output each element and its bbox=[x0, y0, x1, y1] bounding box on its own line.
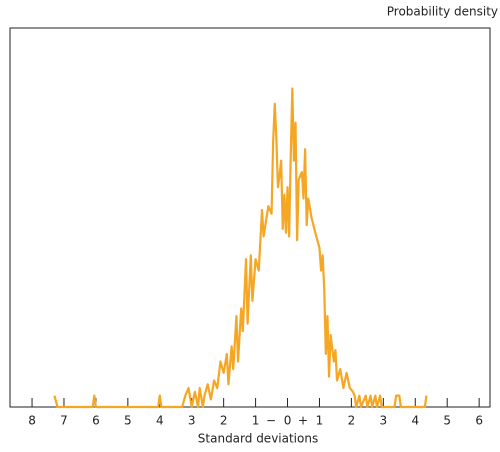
plot-frame bbox=[9, 27, 491, 408]
x-tick-label: 8 bbox=[28, 414, 36, 428]
x-tick-label: 6 bbox=[92, 414, 100, 428]
x-tick-label: 0 bbox=[284, 414, 292, 428]
y-axis-label: Probability density bbox=[387, 5, 498, 19]
x-tick-label: 2 bbox=[220, 414, 228, 428]
x-tick-label: 3 bbox=[188, 414, 196, 428]
x-tick-label: 1 bbox=[252, 414, 260, 428]
x-tick-label: 1 bbox=[316, 414, 324, 428]
x-tick-label: 5 bbox=[443, 414, 451, 428]
minus-sign: − bbox=[266, 414, 276, 428]
x-tick-label: 5 bbox=[124, 414, 132, 428]
x-tick-label: 3 bbox=[380, 414, 388, 428]
x-tick-label: 2 bbox=[348, 414, 356, 428]
plus-sign: + bbox=[298, 414, 308, 428]
density-line bbox=[53, 87, 428, 409]
x-axis-label: Standard deviations bbox=[198, 432, 318, 446]
x-tick-label: 4 bbox=[156, 414, 164, 428]
x-tick-label: 6 bbox=[475, 414, 483, 428]
x-tick-label: 7 bbox=[60, 414, 68, 428]
x-tick-label: 4 bbox=[411, 414, 419, 428]
